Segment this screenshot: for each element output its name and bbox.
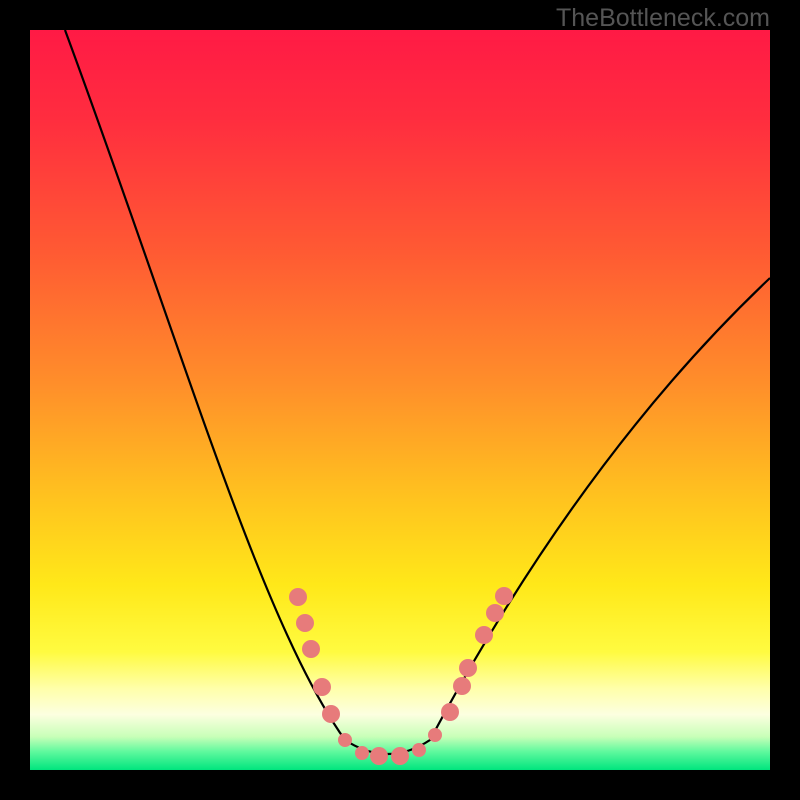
curve-marker [296, 614, 314, 632]
curve-marker [313, 678, 331, 696]
curve-marker [412, 743, 426, 757]
curve-marker [441, 703, 459, 721]
curve-marker [475, 626, 493, 644]
watermark-text: TheBottleneck.com [556, 4, 770, 33]
curve-marker [453, 677, 471, 695]
curve-marker [338, 733, 352, 747]
curve-marker [370, 747, 388, 765]
curve-marker [459, 659, 477, 677]
stage: TheBottleneck.com [0, 0, 800, 800]
curve-marker [428, 728, 442, 742]
curve-marker [486, 604, 504, 622]
curve-marker [322, 705, 340, 723]
curve-marker [355, 746, 369, 760]
curve-marker [391, 747, 409, 765]
curve-marker [302, 640, 320, 658]
bottleneck-chart [0, 0, 800, 800]
plot-area [30, 30, 770, 770]
curve-marker [289, 588, 307, 606]
curve-marker [495, 587, 513, 605]
